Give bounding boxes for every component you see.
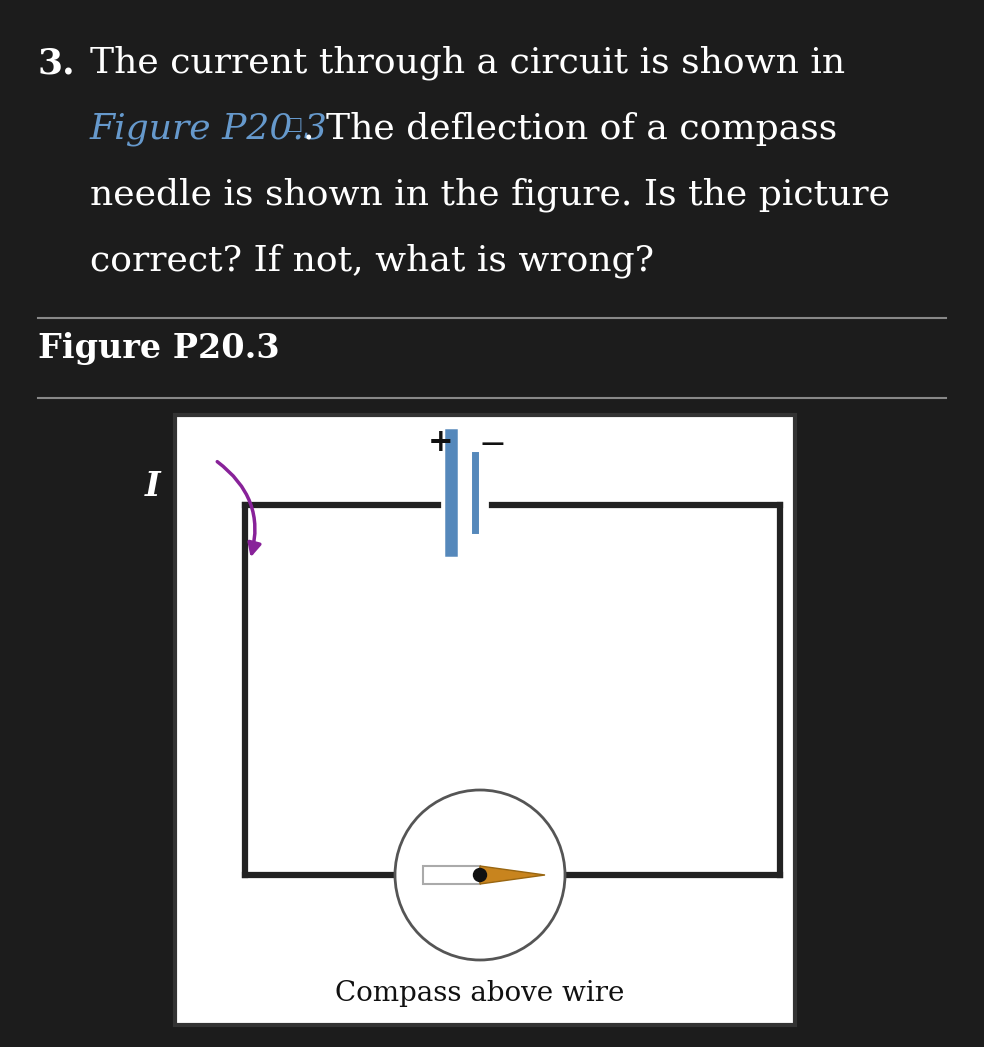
Text: Figure P20.3: Figure P20.3 [90,112,328,146]
Text: The current through a circuit is shown in: The current through a circuit is shown i… [90,46,845,81]
Bar [423,866,480,884]
Polygon shape [480,866,545,884]
FancyArrowPatch shape [217,462,260,554]
Text: Compass above wire: Compass above wire [336,980,625,1007]
Text: correct? If not, what is wrong?: correct? If not, what is wrong? [90,244,654,279]
Text: −: − [479,429,507,461]
Text: Figure P20.3: Figure P20.3 [38,332,279,365]
Text: +: + [428,427,454,458]
Text: . The deflection of a compass: . The deflection of a compass [303,112,837,146]
Text: I: I [145,470,160,503]
Ellipse shape [395,790,565,960]
Text: needle is shown in the figure. Is the picture: needle is shown in the figure. Is the pi… [90,178,890,213]
Circle shape [473,869,486,882]
Bar [175,415,795,1025]
Text: □: □ [285,116,302,134]
Text: 3.: 3. [38,46,76,80]
